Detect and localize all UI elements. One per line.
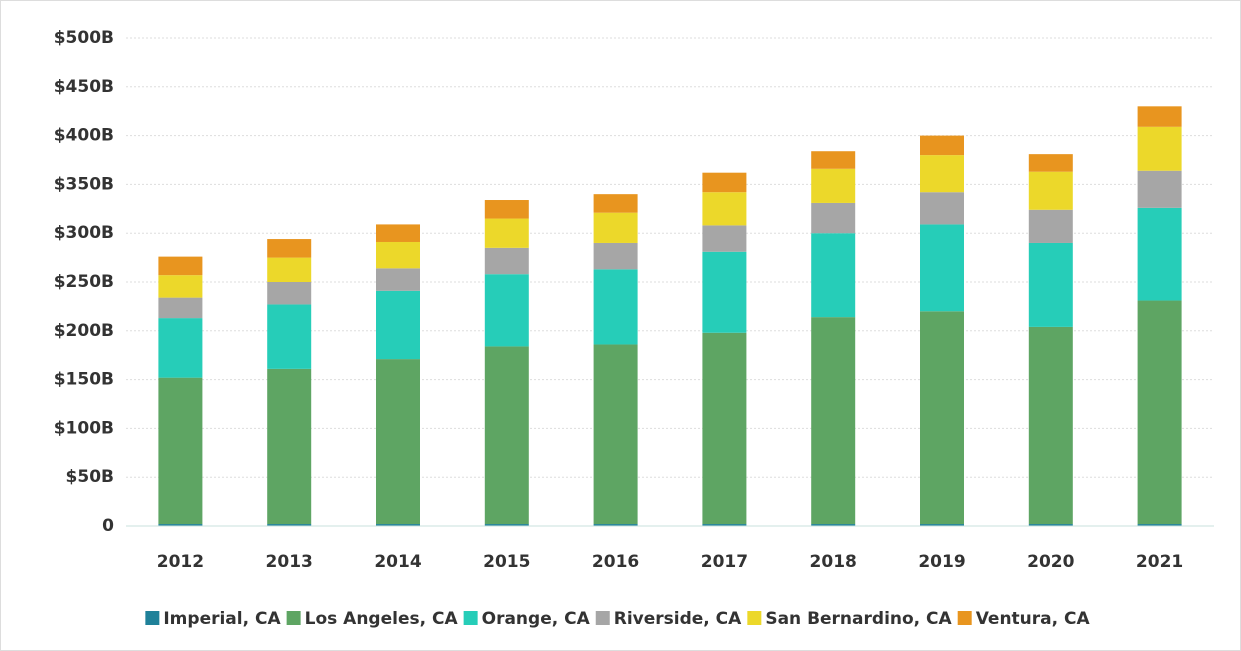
bar-segment: [702, 524, 747, 526]
x-tick-label: 2013: [266, 552, 313, 572]
y-tick-label: $100B: [54, 418, 114, 438]
bar-segment: [484, 247, 529, 275]
bar-segment: [1137, 126, 1182, 171]
legend-label: Imperial, CA: [163, 609, 281, 629]
bar-segment: [920, 155, 964, 193]
bar-segment: [920, 524, 964, 526]
bar-segment: [1028, 209, 1073, 243]
bar-segment: [376, 524, 420, 526]
bar-segment: [1137, 300, 1182, 525]
bar-segment: [1137, 524, 1182, 526]
bar-segment: [1028, 171, 1073, 210]
bar-segment: [593, 194, 638, 213]
bar-segment: [1028, 524, 1073, 526]
bar-segment: [920, 311, 964, 525]
bar-segment: [1028, 326, 1073, 525]
legend-swatch: [145, 611, 160, 625]
x-tick-label: 2015: [483, 552, 530, 572]
bar-segment: [811, 151, 856, 169]
bar-segment: [593, 344, 638, 525]
bar-segment: [158, 377, 203, 525]
bar-segment: [811, 168, 856, 203]
bar-segment: [920, 135, 964, 156]
bar-segment: [1028, 154, 1073, 172]
bar-segment: [1028, 242, 1073, 327]
bar-segment: [593, 212, 638, 243]
bar-segment: [811, 233, 856, 318]
bar-segment: [267, 257, 312, 282]
legend-swatch: [595, 611, 610, 625]
y-tick-label: 0: [102, 516, 114, 536]
bar-segment: [158, 275, 203, 298]
x-tick-label: 2019: [918, 552, 965, 572]
bar-segment: [811, 317, 856, 525]
x-tick-label: 2020: [1027, 552, 1074, 572]
legend-label: San Bernardino, CA: [765, 609, 952, 629]
x-tick-label: 2012: [157, 552, 204, 572]
y-tick-label: $250B: [54, 272, 114, 292]
bar-segment: [811, 202, 856, 234]
legend-swatch: [957, 611, 972, 625]
bar-segment: [1137, 207, 1182, 301]
y-tick-label: $150B: [54, 370, 114, 390]
legend-label: Los Angeles, CA: [305, 609, 459, 629]
bar-segment: [702, 172, 747, 193]
x-tick-label: 2018: [810, 552, 857, 572]
legend-swatch: [463, 611, 478, 625]
bar-segment: [267, 304, 312, 369]
bar-segment: [811, 524, 856, 526]
bar-segment: [376, 268, 420, 291]
bar-segment: [593, 242, 638, 270]
bar-segment: [920, 224, 964, 312]
bar-segment: [267, 524, 312, 526]
bar-segment: [1137, 170, 1182, 208]
legend-label: Ventura, CA: [976, 609, 1091, 629]
bar-segment: [593, 524, 638, 526]
x-tick-label: 2016: [592, 552, 639, 572]
bar-segment: [267, 368, 312, 525]
bar-segment: [158, 256, 203, 276]
legend-label: Orange, CA: [482, 609, 591, 629]
y-tick-label: $450B: [54, 77, 114, 97]
y-tick-label: $50B: [66, 467, 114, 487]
legend-label: Riverside, CA: [614, 609, 742, 629]
legend-swatch: [286, 611, 301, 625]
bar-segment: [702, 192, 747, 226]
bar-segment: [484, 346, 529, 525]
bar-segment: [1137, 106, 1182, 127]
bar-segment: [484, 218, 529, 248]
bar-segment: [484, 524, 529, 526]
bar-segment: [376, 224, 420, 242]
bar-segment: [920, 192, 964, 225]
x-tick-label: 2017: [701, 552, 748, 572]
bar-segment: [158, 318, 203, 378]
bar-segment: [702, 332, 747, 525]
bar-segment: [484, 200, 529, 219]
x-tick-label: 2021: [1136, 552, 1183, 572]
y-tick-label: $350B: [54, 174, 114, 194]
bar-segment: [376, 290, 420, 360]
bar-segment: [267, 282, 312, 305]
x-tick-label: 2014: [374, 552, 421, 572]
bar-segment: [158, 297, 203, 319]
y-tick-label: $400B: [54, 126, 114, 146]
legend-swatch: [747, 611, 762, 625]
bar-segment: [484, 274, 529, 347]
bar-segment: [158, 524, 203, 526]
bar-segment: [593, 269, 638, 345]
bar-segment: [267, 239, 312, 258]
bar-segment: [702, 225, 747, 252]
y-tick-label: $200B: [54, 321, 114, 341]
bar-segment: [702, 251, 747, 333]
bar-segment: [376, 241, 420, 269]
y-tick-label: $500B: [54, 28, 114, 48]
bar-segment: [376, 359, 420, 525]
y-tick-label: $300B: [54, 223, 114, 243]
